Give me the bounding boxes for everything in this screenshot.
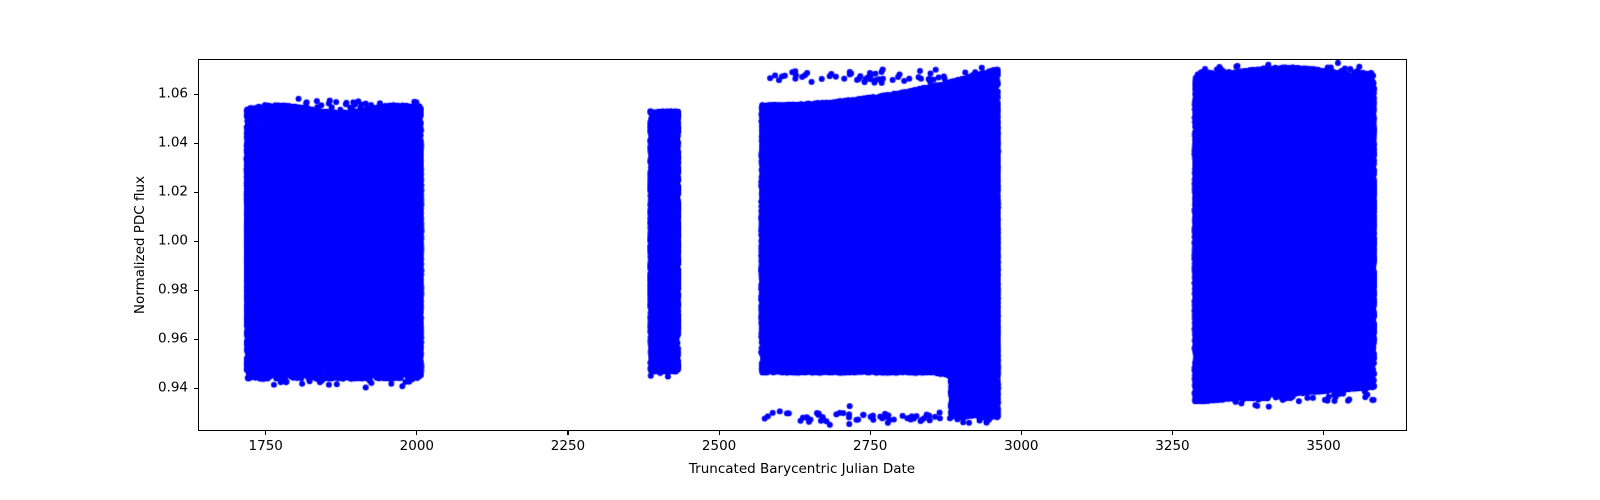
y-tick-label: 1.04 <box>157 134 188 151</box>
y-tick-label: 1.06 <box>157 85 188 102</box>
x-tick-label: 3250 <box>1155 438 1190 454</box>
y-tick-mark <box>194 240 198 242</box>
x-tick-label: 3500 <box>1306 438 1341 454</box>
y-tick-mark <box>194 338 198 340</box>
x-tick-mark <box>1171 431 1174 435</box>
y-tick-label: 0.94 <box>157 379 188 396</box>
plot-axes <box>198 59 1407 431</box>
y-tick-label: 0.98 <box>157 281 188 298</box>
y-tick-mark <box>194 93 198 96</box>
y-tick-label: 1.02 <box>157 183 188 200</box>
x-tick-mark <box>1020 431 1022 435</box>
x-tick-label: 1750 <box>248 438 283 454</box>
x-tick-mark <box>718 431 720 435</box>
y-tick-mark <box>194 289 198 291</box>
x-axis-title: Truncated Barycentric Julian Date <box>688 461 916 477</box>
x-tick-mark <box>1323 431 1325 435</box>
y-tick-label: 1.00 <box>157 232 188 249</box>
y-axis-title: Normalized PDC flux <box>132 175 148 315</box>
x-tick-label: 2500 <box>701 438 737 454</box>
x-tick-label: 2000 <box>399 438 435 454</box>
x-tick-label: 3000 <box>1004 438 1039 454</box>
x-tick-label: 2250 <box>550 438 586 454</box>
x-tick-label: 2750 <box>853 438 888 454</box>
x-tick-mark <box>416 431 418 435</box>
x-tick-mark <box>869 431 871 435</box>
x-tick-mark <box>567 431 569 435</box>
y-tick-mark <box>194 387 198 389</box>
x-tick-mark <box>265 431 267 435</box>
scatter-plot-data <box>199 60 1406 430</box>
y-tick-mark <box>194 142 198 145</box>
y-tick-label: 0.96 <box>157 330 188 347</box>
y-tick-mark <box>194 191 198 193</box>
